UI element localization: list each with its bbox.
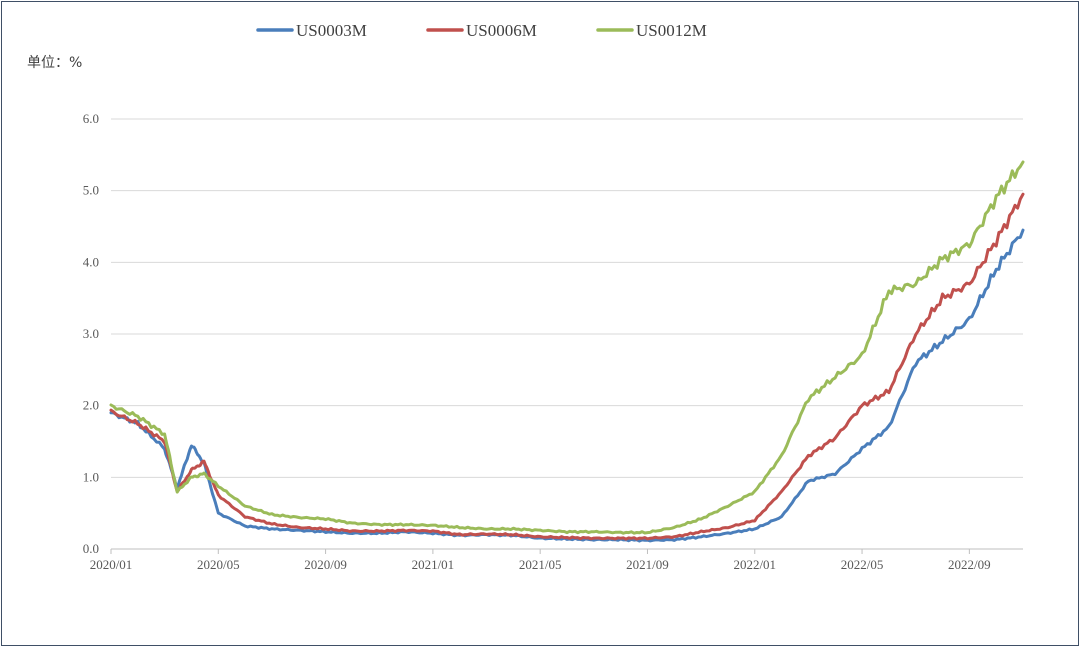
x-tick-label: 2020/05: [197, 557, 240, 572]
series-line-us0006m: [109, 192, 1025, 541]
y-axis-ticks: 0.0 1.0 2.0 3.0 4.0 5.0 6.0: [83, 111, 99, 556]
y-tick-label: 4.0: [83, 254, 99, 269]
y-tick-label: 0.0: [83, 541, 99, 556]
y-tick-label: 2.0: [83, 398, 99, 413]
y-tick-label: 1.0: [83, 469, 99, 484]
legend-label-us0006m: US0006M: [466, 21, 537, 40]
x-tick-label: 2022/09: [948, 557, 991, 572]
legend-label-us0012m: US0012M: [636, 21, 707, 40]
y-tick-label: 5.0: [83, 183, 99, 198]
x-axis: 2020/01 2020/05 2020/09 2021/01 2021/05 2021/…: [90, 548, 1023, 572]
x-tick-label: 2022/01: [733, 557, 776, 572]
legend: US0003M US0006M US0012M: [256, 21, 707, 40]
x-tick-label: 2020/09: [304, 557, 347, 572]
x-tick-label: 2021/09: [626, 557, 669, 572]
y-tick-label: 3.0: [83, 326, 99, 341]
x-tick-label: 2020/01: [90, 557, 133, 572]
series-line-us0012m: [109, 160, 1025, 535]
unit-label: 单位：%: [27, 55, 82, 71]
series-line-us0003m: [109, 228, 1025, 543]
x-tick-label: 2021/01: [412, 557, 455, 572]
series-lines: [109, 160, 1025, 543]
legend-label-us0003m: US0003M: [296, 21, 367, 40]
x-tick-label: 2021/05: [519, 557, 562, 572]
x-tick-label: 2022/05: [841, 557, 884, 572]
y-tick-label: 6.0: [83, 111, 99, 126]
grid-lines: [111, 118, 1023, 478]
